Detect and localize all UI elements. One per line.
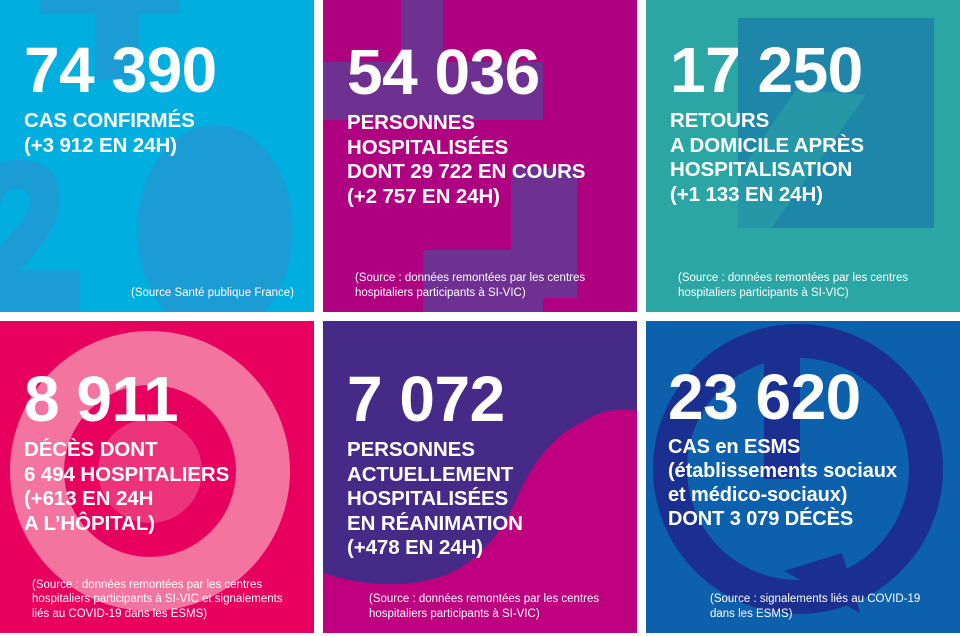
stat-tile-reanimation[interactable]: 7 072 PERSONNES ACTUELLEMENT HOSPITALISÉ… — [323, 321, 637, 633]
stat-label-line: PERSONNES — [347, 111, 475, 135]
source-note-line: (Source : données remontées par les cent… — [369, 593, 600, 606]
stat-label: PERSONNES HOSPITALISÉES DONT 29 722 EN C… — [347, 111, 623, 209]
stat-label: DÉCÈS DONT 6 494 HOSPITALIERS (+613 EN 2… — [24, 438, 300, 536]
stat-number: 8 911 — [24, 363, 179, 435]
spacer — [347, 560, 623, 592]
stat-label-line: (+2 757 EN 24H) — [347, 184, 500, 208]
stat-label-line: A L’HÔPITAL) — [24, 511, 155, 535]
source-note-line: (Source Santé publique France) — [130, 286, 294, 299]
stat-label-line: PERSONNES — [347, 438, 475, 462]
source-note-line: dans les ESMS) — [710, 607, 793, 620]
stat-label-line: CAS CONFIRMÉS — [24, 109, 195, 133]
stat-label: CAS CONFIRMÉS (+3 912 EN 24H) — [24, 109, 300, 158]
source-note-line: hospitaliers participants à SI-VIC et si… — [32, 593, 283, 606]
source-note-line: hospitaliers participants à SI-VIC) — [678, 286, 849, 299]
tile-content: 17 250 RETOURS A DOMICILE APRÈS HOSPITAL… — [646, 0, 960, 312]
source-note-line: hospitaliers participants à SI-VIC) — [355, 286, 526, 299]
stat-number: 74 390 — [24, 34, 217, 106]
stat-label-line: (+613 EN 24H — [24, 487, 154, 511]
stat-label-line: HOSPITALISÉES — [347, 487, 509, 511]
source-note-line: (Source : données remontées par les cent… — [355, 272, 586, 285]
source-note: (Source : données remontées par les cent… — [670, 271, 946, 300]
stat-number: 54 036 — [347, 36, 540, 108]
source-note: (Source : données remontées par les cent… — [24, 578, 300, 621]
stat-label-line: HOSPITALISATION — [670, 158, 853, 182]
stat-label-line: 6 494 HOSPITALIERS — [24, 462, 230, 486]
stat-tile-retours-a-domicile[interactable]: 17 250 RETOURS A DOMICILE APRÈS HOSPITAL… — [646, 0, 960, 312]
tile-content: 8 911 DÉCÈS DONT 6 494 HOSPITALIERS (+61… — [0, 321, 314, 633]
source-note-line: hospitaliers participants à SI-VIC) — [369, 607, 540, 620]
spacer — [668, 532, 946, 592]
spacer — [347, 209, 623, 271]
stat-label-line: HOSPITALISÉES — [347, 135, 509, 159]
spacer — [24, 158, 300, 285]
source-note: (Source : données remontées par les cent… — [347, 271, 623, 300]
stat-label-line: EN RÉANIMATION — [347, 511, 523, 535]
stat-label: PERSONNES ACTUELLEMENT HOSPITALISÉES EN … — [347, 438, 623, 560]
stat-label-line: DONT 3 079 DÉCÈS — [668, 507, 854, 530]
stat-label-line: ACTUELLEMENT — [347, 462, 514, 486]
stat-label-line: CAS en ESMS — [668, 436, 801, 459]
stat-number: 17 250 — [670, 34, 863, 106]
tile-content: 23 620 CAS en ESMS (établissements socia… — [646, 321, 960, 633]
stat-label-line: et médico-sociaux) — [668, 484, 848, 507]
tile-content: 54 036 PERSONNES HOSPITALISÉES DONT 29 7… — [323, 0, 637, 312]
source-note: (Source Santé publique France) — [24, 286, 300, 300]
stat-number: 23 620 — [668, 361, 861, 433]
source-note-line: (Source : données remontées par les cent… — [678, 272, 909, 285]
source-note-line: (Source : signalements liés au COVID-19 — [710, 593, 921, 606]
source-note-line: liés au COVID-19 dans les ESMS) — [32, 607, 208, 620]
stat-label-line: (+478 EN 24H) — [347, 536, 484, 559]
stat-tile-cas-confirmes[interactable]: 74 390 CAS CONFIRMÉS (+3 912 EN 24H) (So… — [0, 0, 314, 312]
stat-tile-deces[interactable]: 8 911 DÉCÈS DONT 6 494 HOSPITALIERS (+61… — [0, 321, 314, 633]
spacer — [670, 207, 946, 271]
stat-tile-cas-esms[interactable]: 23 620 CAS en ESMS (établissements socia… — [646, 321, 960, 633]
tile-content: 7 072 PERSONNES ACTUELLEMENT HOSPITALISÉ… — [323, 321, 637, 633]
stat-label-line: DONT 29 722 EN COURS — [347, 160, 586, 184]
spacer — [24, 536, 300, 578]
stat-label-line: A DOMICILE APRÈS — [670, 133, 864, 157]
source-note: (Source : données remontées par les cent… — [347, 592, 623, 621]
stat-label-line: RETOURS — [670, 109, 770, 133]
stat-label-line: (établissements sociaux — [668, 460, 897, 483]
stat-label-line: DÉCÈS DONT — [24, 438, 158, 462]
stat-label-line: (+3 912 EN 24H) — [24, 133, 177, 157]
tile-content: 74 390 CAS CONFIRMÉS (+3 912 EN 24H) (So… — [0, 0, 314, 312]
stat-label: CAS en ESMS (établissements sociaux et m… — [668, 436, 946, 531]
source-note: (Source : signalements liés au COVID-19 … — [668, 592, 946, 621]
source-note-line: (Source : données remontées par les cent… — [32, 578, 263, 591]
stat-label: RETOURS A DOMICILE APRÈS HOSPITALISATION… — [670, 109, 946, 207]
stat-number: 7 072 — [347, 363, 505, 435]
stat-label-line: (+1 133 EN 24H) — [670, 182, 823, 206]
stat-tile-personnes-hospitalisees[interactable]: 54 036 PERSONNES HOSPITALISÉES DONT 29 7… — [323, 0, 637, 312]
